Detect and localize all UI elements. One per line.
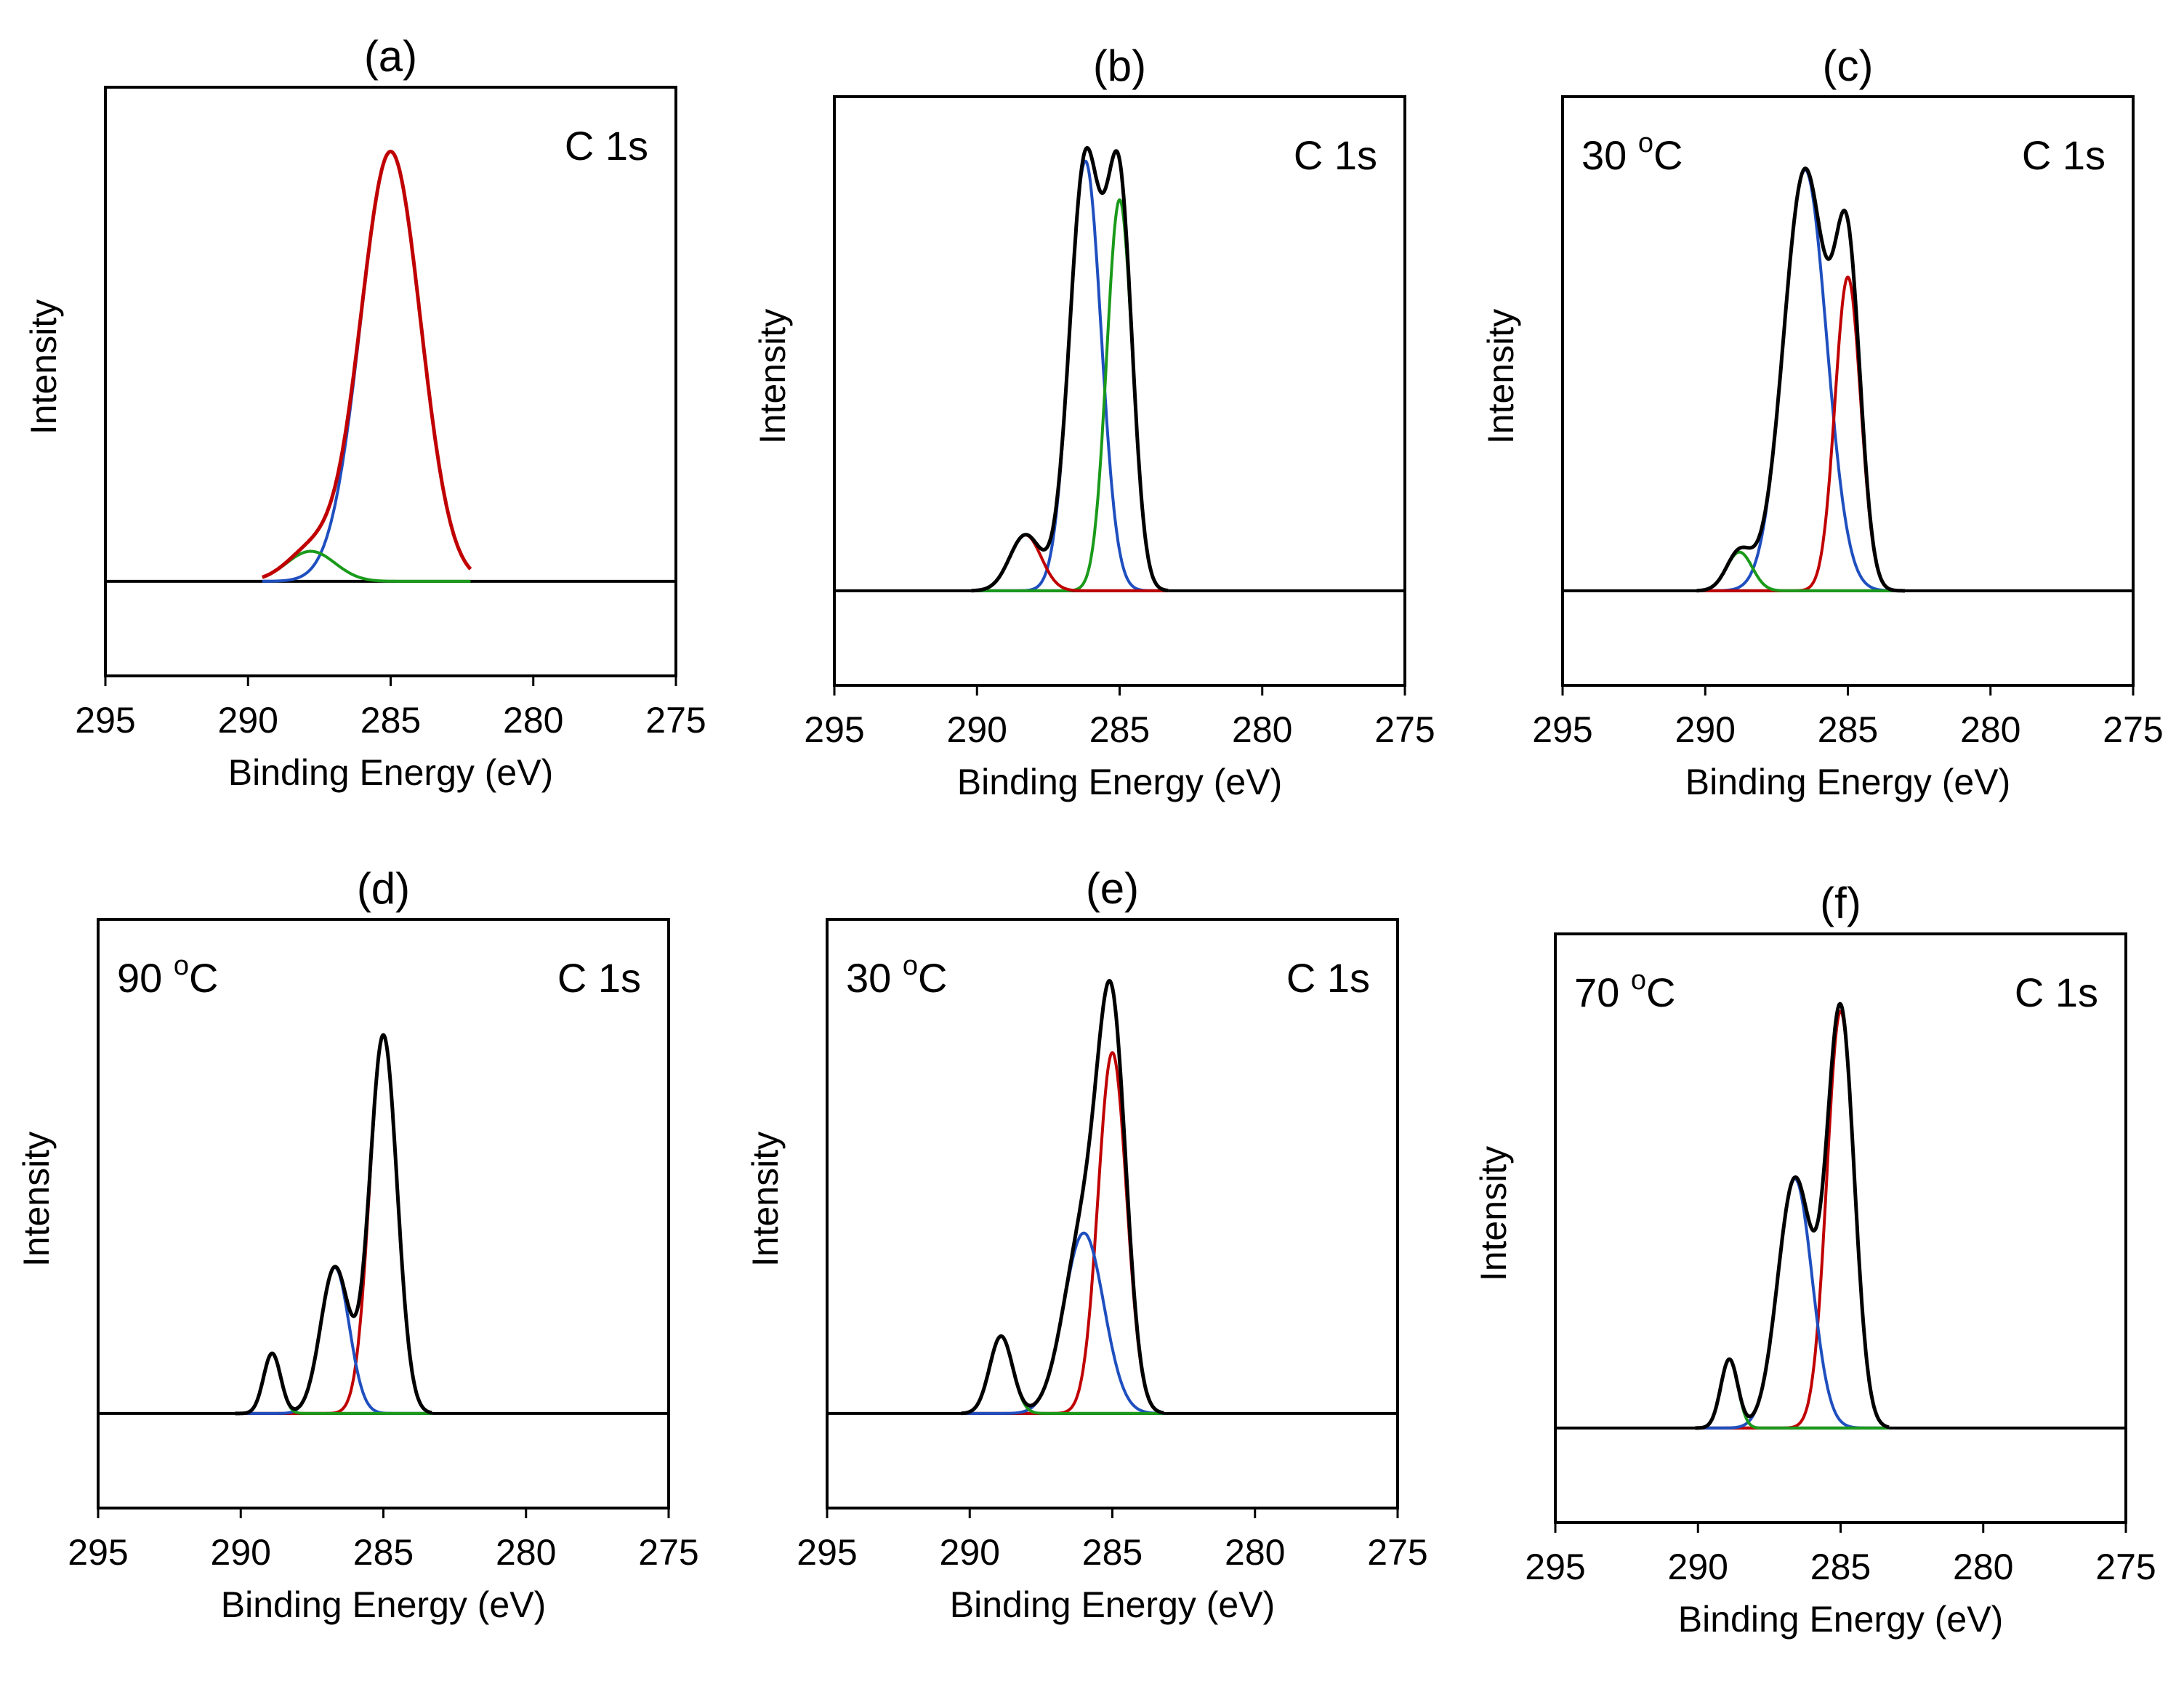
panel-label: (e) <box>1086 864 1139 913</box>
temperature-unit: C <box>189 955 218 1001</box>
temperature-annotation: 70 oC <box>1574 965 1675 1015</box>
x-tick-label: 290 <box>218 700 278 741</box>
degree-sign: o <box>903 951 918 981</box>
x-tick-label: 295 <box>804 709 864 750</box>
x-tick-label: 280 <box>1960 709 2020 750</box>
envelope-curve <box>1693 1001 1890 1430</box>
panel-label: (f) <box>1820 879 1861 927</box>
x-tick-label: 285 <box>1810 1547 1871 1587</box>
x-tick-label: 290 <box>947 709 1007 750</box>
x-tick-label: 295 <box>1525 1547 1585 1587</box>
panel-4: (d) 295 290 285 280 275 Binding Energy (eV) Int… <box>16 864 699 1625</box>
x-tick-label: 275 <box>638 1532 698 1573</box>
plot-frame <box>97 918 670 1509</box>
component-peak-1 <box>261 150 472 583</box>
x-axis-label: Binding Energy (eV) <box>1685 762 2010 802</box>
x-tick-label: 290 <box>940 1532 1000 1573</box>
panel-1: (a) 295 290 285 280 275 Binding Energy (eV) Int… <box>23 32 706 793</box>
x-axis-label: Binding Energy (eV) <box>1678 1599 2003 1640</box>
x-tick-label: 280 <box>503 700 563 741</box>
plot-frame <box>833 95 1406 687</box>
x-tick-label: 275 <box>645 700 706 741</box>
x-tick-label: 285 <box>1089 709 1150 750</box>
x-tick-label: 275 <box>1374 709 1435 750</box>
panel-6: (f) 295 290 285 280 275 Binding Energy (eV) Int… <box>1473 879 2156 1640</box>
x-tick-label: 295 <box>75 700 135 741</box>
component-peak-3 <box>970 533 1169 592</box>
core-level-annotation: C 1s <box>565 123 648 169</box>
x-axis-label: Binding Energy (eV) <box>221 1584 546 1625</box>
x-tick-label: 275 <box>1367 1532 1427 1573</box>
panel-2: (b) 295 290 285 280 275 Binding Energy (eV) Int… <box>752 41 1435 802</box>
envelope-curve <box>959 979 1165 1416</box>
core-level-annotation: C 1s <box>557 955 641 1001</box>
x-tick-label: 275 <box>2095 1547 2156 1587</box>
x-tick-label: 285 <box>1818 709 1878 750</box>
component-peak-2 <box>1694 1177 1890 1430</box>
component-peak-3 <box>960 1334 1165 1415</box>
x-tick-label: 285 <box>353 1532 414 1573</box>
panel-label: (a) <box>364 32 417 81</box>
panel-label: (c) <box>1823 41 1874 90</box>
x-tick-label: 285 <box>360 700 421 741</box>
component-peak-2 <box>261 549 472 583</box>
temperature-unit: C <box>1646 970 1675 1015</box>
temperature-unit: C <box>1653 132 1683 178</box>
core-level-annotation: C 1s <box>2015 970 2098 1015</box>
panel-label: (d) <box>357 864 410 913</box>
panel-label: (b) <box>1093 41 1146 90</box>
x-tick-label: 280 <box>1225 1532 1285 1573</box>
x-tick-label: 280 <box>1953 1547 2013 1587</box>
x-tick-label: 290 <box>1668 1547 1728 1587</box>
y-axis-label: Intensity <box>1473 1146 1514 1281</box>
envelope-curve <box>970 145 1169 593</box>
x-axis-label: Binding Energy (eV) <box>228 752 553 793</box>
component-peak-2 <box>970 198 1169 592</box>
y-axis-label: Intensity <box>745 1132 786 1267</box>
x-tick-label: 295 <box>797 1532 857 1573</box>
core-level-annotation: C 1s <box>2022 132 2106 178</box>
plot-frame <box>826 918 1399 1509</box>
temperature-annotation: 90 oC <box>117 951 218 1001</box>
temperature-value: 30 <box>846 955 903 1001</box>
temperature-unit: C <box>918 955 947 1001</box>
plot-frame <box>104 86 677 677</box>
x-tick-label: 290 <box>1675 709 1736 750</box>
x-tick-label: 275 <box>2103 709 2163 750</box>
y-axis-label: Intensity <box>1480 309 1521 444</box>
temperature-value: 90 <box>117 955 174 1001</box>
component-peak-1 <box>234 1033 433 1415</box>
temperature-value: 70 <box>1574 970 1631 1015</box>
y-axis-label: Intensity <box>23 299 64 435</box>
envelope-curve <box>1695 166 1906 593</box>
y-axis-label: Intensity <box>16 1132 57 1267</box>
temperature-annotation: 30 oC <box>846 951 947 1001</box>
component-peak-1 <box>1696 168 1906 592</box>
degree-sign: o <box>1638 128 1653 158</box>
envelope-curve <box>233 1033 433 1416</box>
x-tick-label: 280 <box>496 1532 556 1573</box>
x-tick-label: 295 <box>1532 709 1592 750</box>
x-tick-label: 280 <box>1232 709 1292 750</box>
panel-5: (e) 295 290 285 280 275 Binding Energy (eV) Int… <box>745 864 1428 1625</box>
component-peak-3 <box>234 1352 433 1415</box>
x-tick-label: 290 <box>211 1532 271 1573</box>
x-tick-label: 295 <box>68 1532 128 1573</box>
temperature-annotation: 30 oC <box>1581 128 1683 178</box>
x-axis-label: Binding Energy (eV) <box>957 762 1282 802</box>
degree-sign: o <box>174 951 189 981</box>
y-axis-label: Intensity <box>752 309 793 444</box>
panel-3: (c) 295 290 285 280 275 Binding Energy (eV) Int… <box>1480 41 2164 802</box>
degree-sign: o <box>1631 965 1646 996</box>
core-level-annotation: C 1s <box>1294 132 1377 178</box>
envelope-curve <box>261 150 472 579</box>
plot-frame <box>1561 95 2135 687</box>
core-level-annotation: C 1s <box>1286 955 1370 1001</box>
plot-frame <box>1554 932 2127 1524</box>
component-peak-1 <box>970 159 1169 592</box>
x-tick-label: 285 <box>1082 1532 1143 1573</box>
x-axis-label: Binding Energy (eV) <box>950 1584 1275 1625</box>
temperature-value: 30 <box>1581 132 1638 178</box>
